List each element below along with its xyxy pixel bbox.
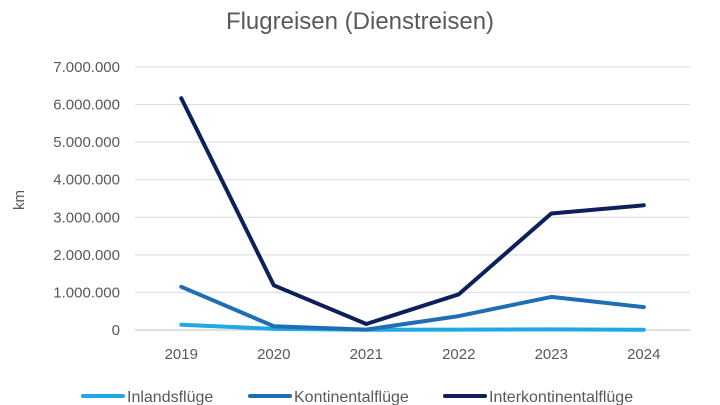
chart-title: Flugreisen (Dienstreisen) xyxy=(225,8,495,35)
y-tick-label: 5.000.000 xyxy=(53,134,120,151)
x-axis-tick-labels: 2019 2020 2021 2022 2023 2024 xyxy=(165,346,661,363)
x-tick-label: 2022 xyxy=(442,346,475,363)
x-tick-label: 2020 xyxy=(257,346,290,363)
y-tick-label: 3.000.000 xyxy=(53,209,120,226)
x-tick-label: 2024 xyxy=(627,346,660,363)
y-tick-label: 1.000.000 xyxy=(53,284,120,301)
series-line xyxy=(179,322,646,332)
gridlines xyxy=(135,66,690,331)
y-axis-tick-labels: 0 1.000.000 2.000.000 3.000.000 4.000.000 5.0… xyxy=(53,59,120,339)
x-tick-label: 2021 xyxy=(350,346,383,363)
y-tick-label: 0 xyxy=(112,322,120,339)
series-line xyxy=(179,96,646,326)
series-line xyxy=(179,284,646,332)
legend-label: Interkontinentalflüge xyxy=(489,389,633,405)
y-tick-label: 6.000.000 xyxy=(53,97,120,114)
y-tick-label: 4.000.000 xyxy=(53,172,120,189)
legend-label: Inlandsflüge xyxy=(127,389,213,405)
x-tick-label: 2023 xyxy=(535,346,568,363)
legend-label: Kontinentalflüge xyxy=(294,389,409,405)
y-tick-label: 7.000.000 xyxy=(53,59,120,76)
legend: Inlandsflüge Kontinentalflüge Interkontine… xyxy=(81,389,633,405)
series-lines xyxy=(179,96,646,332)
x-tick-label: 2019 xyxy=(165,346,198,363)
y-axis-label: km xyxy=(11,190,28,210)
y-tick-label: 2.000.000 xyxy=(53,247,120,264)
